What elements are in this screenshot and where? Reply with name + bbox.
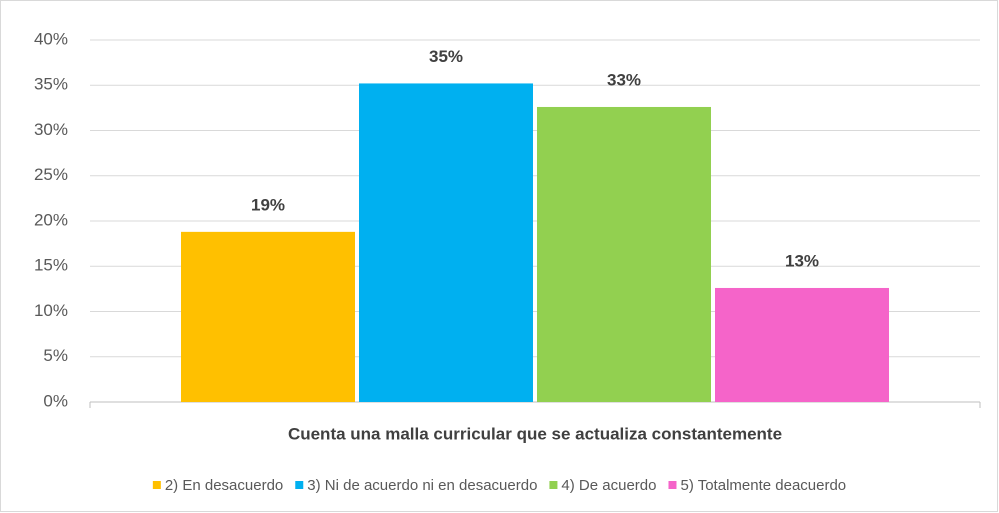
legend-label: 5) Totalmente deacuerdo [680,477,846,494]
bar [537,106,711,402]
y-tick-label: 15% [34,256,68,275]
y-tick-label: 35% [34,75,68,94]
legend-label: 2) En desacuerdo [165,477,283,494]
y-tick-label: 5% [43,346,68,365]
y-tick-label: 30% [34,120,68,139]
data-label: 13% [785,251,819,270]
y-tick-label: 0% [43,391,68,410]
legend-label: 4) De acuerdo [561,477,656,494]
data-label: 19% [251,195,285,214]
y-tick-label: 10% [34,301,68,320]
legend-marker [152,481,161,489]
y-tick-label: 25% [34,165,68,184]
legend-marker [668,481,677,489]
legend-marker [549,481,558,489]
y-tick-label: 20% [34,210,68,229]
bar [181,231,355,402]
y-tick-label: 40% [34,29,68,48]
legend-label: 3) Ni de acuerdo ni en desacuerdo [307,477,537,494]
x-tick-label: Cuenta una malla curricular que se actua… [288,424,782,443]
bar [715,287,889,402]
bar [359,83,533,402]
legend-marker [295,481,304,489]
data-label: 33% [607,70,641,89]
data-label: 35% [429,47,463,66]
